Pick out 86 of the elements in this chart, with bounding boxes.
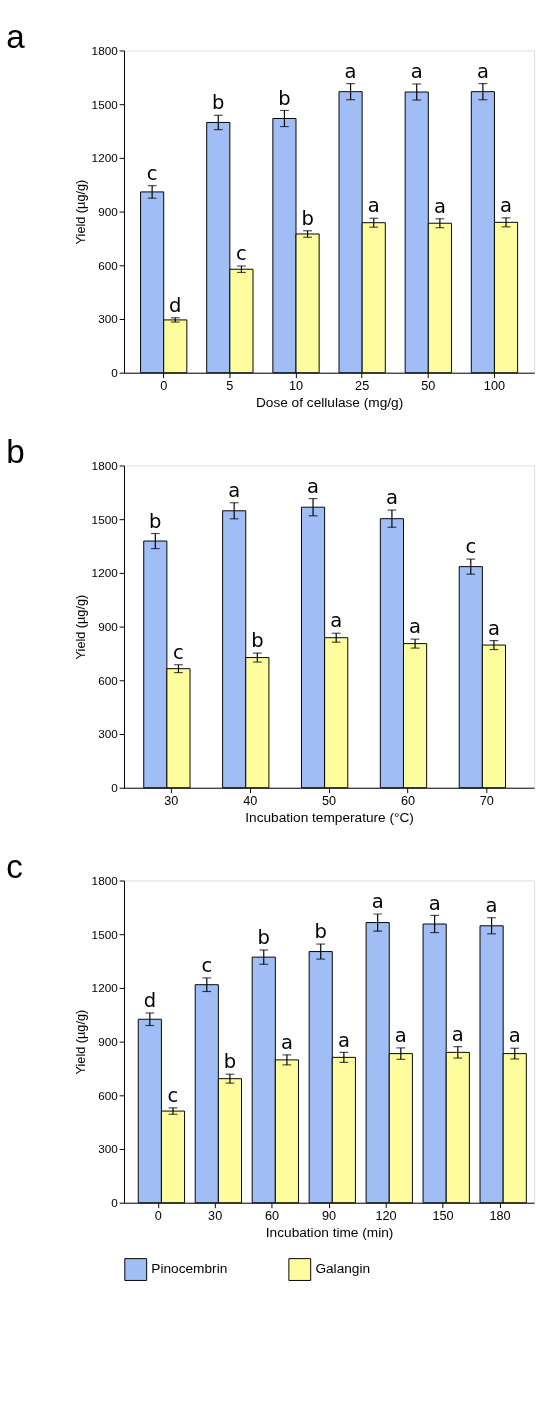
x-axis-title: Incubation temperature (°C) (245, 810, 414, 826)
y-tick-label: 900 (98, 1035, 119, 1049)
y-tick-label: 600 (98, 258, 119, 272)
data-label: a (371, 890, 384, 914)
data-label: a (451, 1022, 464, 1046)
data-label: a (344, 59, 357, 83)
data-label: a (500, 194, 513, 218)
data-label: a (428, 891, 441, 915)
data-label: a (228, 478, 241, 502)
x-tick-label: 70 (479, 793, 494, 808)
data-label: b (212, 91, 225, 115)
y-tick-label: 300 (98, 727, 119, 741)
data-label: a (280, 1031, 293, 1055)
x-tick-label: 25 (355, 378, 370, 393)
chart-title: a (6, 17, 26, 55)
x-tick-label: 50 (421, 378, 436, 393)
y-axis-title: Yield (µg/g) (73, 179, 88, 245)
x-tick-label: 100 (483, 378, 506, 393)
x-tick-label: 150 (432, 1208, 454, 1223)
data-label: d (143, 989, 157, 1013)
data-label: b (301, 206, 314, 230)
x-axis-title: Incubation time (min) (265, 1225, 394, 1241)
data-label: b (257, 926, 270, 950)
y-tick-label: 1200 (91, 566, 119, 580)
data-label: c (201, 954, 213, 978)
data-label: a (409, 615, 422, 639)
x-tick-label: 5 (226, 378, 234, 393)
data-label: a (337, 1028, 350, 1052)
data-label: b (278, 86, 291, 110)
data-label: c (146, 161, 158, 185)
x-tick-label: 60 (400, 793, 416, 808)
chart-title: b (6, 432, 25, 470)
data-label: c (236, 242, 247, 266)
x-tick-label: 0 (154, 1208, 162, 1223)
x-tick-label: 40 (243, 793, 258, 808)
data-label: a (385, 486, 398, 510)
data-label: a (394, 1024, 407, 1048)
y-tick-label: 1200 (91, 981, 119, 995)
data-label: a (367, 194, 380, 218)
data-label: a (508, 1024, 521, 1048)
x-tick-label: 50 (322, 793, 337, 808)
x-tick-label: 90 (322, 1208, 337, 1223)
y-tick-label: 900 (98, 620, 119, 634)
x-tick-label: 120 (375, 1208, 397, 1223)
x-tick-label: 180 (489, 1208, 511, 1223)
y-tick-label: 1800 (91, 43, 119, 57)
y-tick-label: 1500 (91, 512, 119, 526)
y-tick-label: 900 (98, 205, 119, 218)
data-label: b (314, 920, 327, 944)
x-tick-label: 30 (164, 793, 179, 808)
y-tick-label: 300 (98, 1142, 119, 1156)
y-tick-label: 1500 (91, 927, 119, 941)
data-label: a (485, 893, 498, 917)
data-label: c (167, 1084, 179, 1107)
data-label: a (410, 60, 423, 84)
y-tick-label: 300 (98, 312, 119, 326)
data-label: a (487, 616, 500, 640)
y-tick-label: 1500 (91, 97, 119, 111)
y-tick-label: 0 (111, 366, 119, 380)
x-axis-title: Dose of cellulase (mg/g) (255, 395, 404, 411)
y-tick-label: 1800 (91, 873, 119, 887)
y-tick-label: 0 (111, 781, 119, 795)
data-label: b (149, 509, 162, 533)
data-label: a (476, 59, 489, 83)
y-tick-label: 0 (111, 1196, 119, 1210)
y-tick-label: 600 (98, 673, 119, 687)
data-label: b (223, 1050, 237, 1074)
y-axis-title: Yield (µg/g) (73, 594, 88, 660)
chart-title: c (6, 847, 23, 885)
y-tick-label: 600 (98, 1088, 119, 1102)
data-label: b (251, 629, 264, 653)
data-label: a (307, 474, 320, 498)
data-label: c (465, 535, 477, 559)
x-tick-label: 10 (288, 378, 304, 393)
x-tick-label: 0 (160, 378, 168, 393)
y-axis-title: Yield (µg/g) (73, 1009, 88, 1075)
y-tick-label: 1800 (91, 458, 119, 472)
x-tick-label: 30 (208, 1208, 223, 1223)
data-label: c (173, 640, 184, 664)
legend-label: Pinocembrin (151, 1261, 228, 1277)
data-label: a (330, 609, 343, 633)
data-label: a (433, 194, 446, 218)
legend-label: Galangin (315, 1261, 371, 1277)
data-label: d (169, 293, 182, 317)
y-tick-label: 1200 (91, 151, 119, 165)
x-tick-label: 60 (265, 1208, 280, 1223)
